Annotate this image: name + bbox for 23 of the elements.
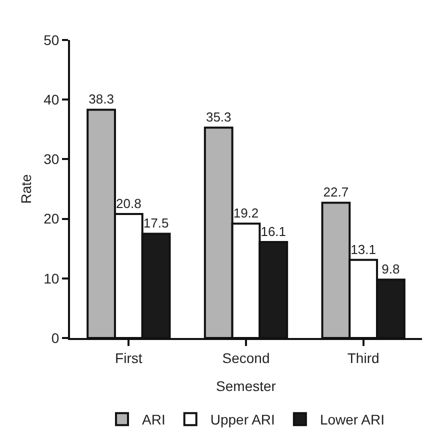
data-label: 38.3	[88, 92, 114, 107]
x-tick-label: Third	[347, 350, 380, 366]
legend-label: Lower ARI	[320, 412, 385, 428]
data-label: 35.3	[206, 110, 232, 125]
data-label: 20.8	[116, 196, 142, 212]
y-tick-label: 50	[44, 32, 60, 48]
y-tick-label: 0	[51, 330, 60, 346]
x-axis-title: Semester	[216, 378, 276, 394]
data-label: 13.1	[350, 242, 376, 257]
y-tick-label: 30	[44, 151, 60, 168]
data-label: 16.1	[260, 224, 286, 240]
y-tick-label: 40	[44, 92, 60, 108]
legend-label: Upper ARI	[210, 412, 275, 428]
x-tick-label: First	[115, 350, 142, 366]
y-tick-label: 10	[44, 270, 60, 286]
y-axis-title: Rate	[18, 174, 34, 204]
y-tick-label: 20	[44, 210, 60, 227]
x-tick-label: Second	[222, 350, 270, 366]
data-label: 17.5	[143, 216, 169, 231]
data-label: 9.8	[382, 262, 400, 277]
data-label: 19.2	[233, 206, 259, 221]
data-label: 22.7	[323, 184, 349, 200]
legend-label: ARI	[142, 412, 166, 428]
